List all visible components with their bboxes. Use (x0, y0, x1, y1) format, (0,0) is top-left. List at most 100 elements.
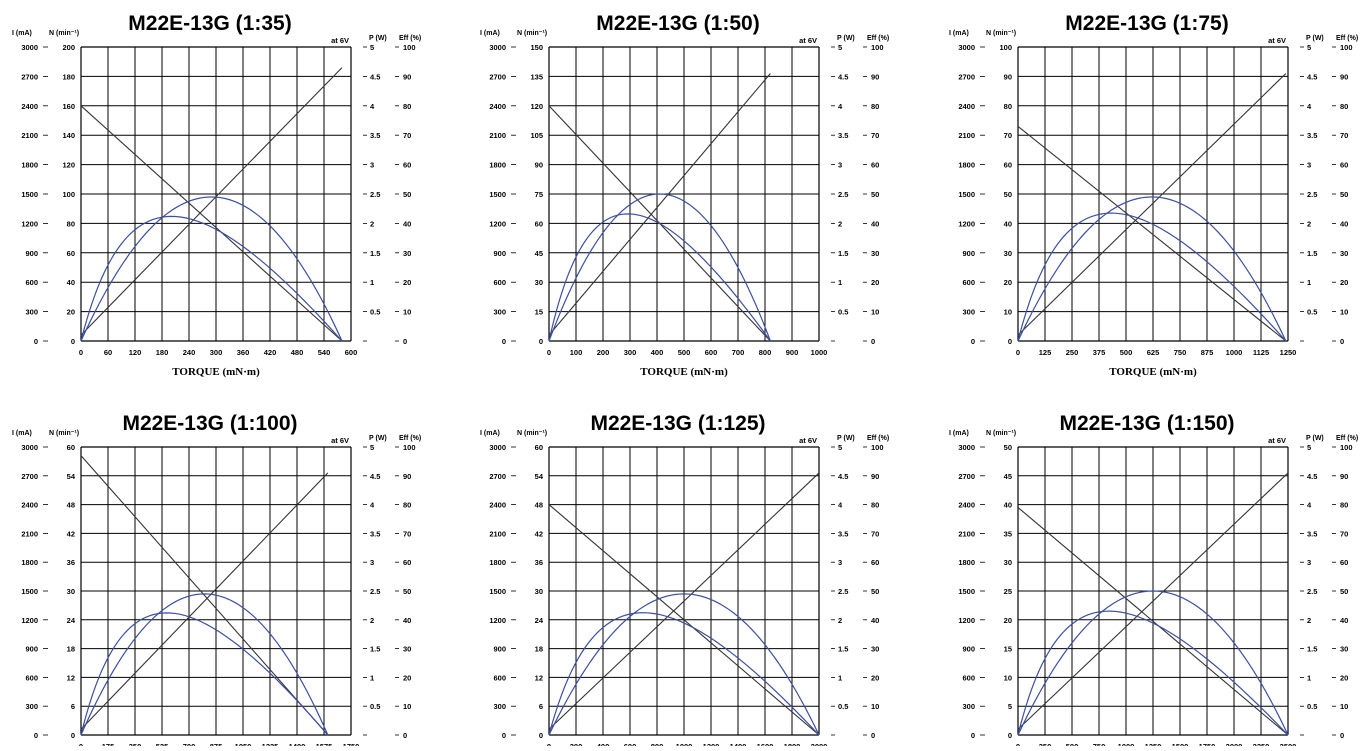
power-tick-label: 2 (370, 616, 374, 625)
speed-tick-label: 30 (1004, 558, 1012, 567)
speed-curve (1017, 507, 1289, 736)
current-tick-label: 1500 (21, 587, 38, 596)
current-tick-label: 2100 (21, 131, 38, 140)
power-tick-label: 4 (1307, 501, 1312, 510)
current-tick-label: 300 (962, 308, 975, 317)
power-tick-label: 1.5 (1307, 249, 1317, 258)
power-tick-label: 4 (370, 501, 375, 510)
power-tick-label: 4 (370, 102, 375, 111)
torque-tick-label: 875 (1201, 348, 1214, 357)
efficiency-tick-label: 10 (871, 702, 879, 711)
efficiency-tick-label: 0 (403, 337, 407, 346)
speed-tick-label: 40 (67, 278, 75, 287)
speed-tick-label: 150 (530, 43, 543, 52)
current-tick-label: 2700 (958, 472, 975, 481)
current-tick-label: 2700 (958, 72, 975, 81)
power-tick-label: 4.5 (1307, 72, 1317, 81)
power-tick-label: 1 (838, 673, 842, 682)
efficiency-curve (548, 213, 771, 342)
speed-tick-label: 45 (1004, 472, 1012, 481)
torque-tick-label: 500 (678, 348, 691, 357)
efficiency-tick-label: 50 (403, 190, 411, 199)
torque-tick-label: 0 (1016, 742, 1020, 746)
power-tick-label: 5 (370, 443, 374, 452)
efficiency-tick-label: 60 (403, 161, 411, 170)
grid (80, 46, 352, 342)
current-tick-label: 600 (493, 278, 506, 287)
torque-tick-label: 300 (624, 348, 637, 357)
speed-axis-header: N (min⁻¹) (517, 30, 547, 37)
speed-tick-label: 120 (62, 161, 75, 170)
torque-tick-label: 0 (79, 742, 83, 746)
power-tick-label: 3.5 (838, 131, 848, 140)
power-tick-label: 2 (838, 616, 842, 625)
speed-tick-label: 45 (535, 249, 543, 258)
current-tick-label: 600 (493, 673, 506, 682)
efficiency-tick-label: 100 (403, 43, 416, 52)
power-tick-label: 5 (1307, 43, 1311, 52)
speed-tick-label: 30 (535, 587, 543, 596)
current-tick-label: 600 (962, 278, 975, 287)
power-tick-label: 5 (1307, 443, 1311, 452)
current-tick-label: 1200 (958, 616, 975, 625)
efficiency-tick-label: 60 (871, 558, 879, 567)
voltage-note: at 6V (331, 436, 349, 445)
current-tick-label: 1800 (489, 558, 506, 567)
efficiency-tick-label: 80 (871, 102, 879, 111)
speed-tick-label: 36 (67, 558, 75, 567)
current-tick-label: 3000 (21, 43, 38, 52)
torque-tick-label: 1800 (784, 742, 801, 746)
current-tick-label: 600 (25, 278, 38, 287)
power-tick-label: 4.5 (838, 472, 848, 481)
efficiency-tick-label: 50 (403, 587, 411, 596)
chart-title: M22E-13G (1:100) (122, 412, 297, 435)
current-tick-label: 1200 (489, 616, 506, 625)
current-tick-label: 3000 (21, 443, 38, 452)
power-tick-label: 3 (838, 161, 842, 170)
efficiency-curve (548, 612, 820, 736)
current-tick-label: 600 (962, 673, 975, 682)
torque-tick-label: 800 (759, 348, 772, 357)
torque-tick-label: 2500 (1280, 742, 1297, 746)
efficiency-tick-label: 60 (1340, 161, 1348, 170)
speed-tick-label: 6 (71, 702, 75, 711)
efficiency-tick-label: 10 (1340, 702, 1348, 711)
efficiency-tick-label: 30 (1340, 249, 1348, 258)
torque-tick-label: 0 (547, 348, 551, 357)
efficiency-tick-label: 30 (871, 249, 879, 258)
speed-tick-label: 18 (535, 645, 543, 654)
grid (80, 446, 352, 736)
current-tick-label: 1800 (958, 161, 975, 170)
current-tick-label: 2100 (21, 529, 38, 538)
efficiency-tick-label: 70 (1340, 529, 1348, 538)
torque-tick-label: 175 (102, 742, 115, 746)
speed-tick-label: 60 (1004, 161, 1012, 170)
power-tick-label: 3 (370, 558, 374, 567)
speed-tick-label: 10 (1004, 673, 1012, 682)
speed-tick-label: 80 (1004, 102, 1012, 111)
power-tick-label: 1 (1307, 673, 1311, 682)
efficiency-tick-label: 100 (871, 43, 884, 52)
torque-tick-label: 875 (210, 742, 223, 746)
torque-tick-label: 240 (183, 348, 196, 357)
x-axis-label: TORQUE (mN·m) (172, 366, 260, 378)
torque-tick-label: 1000 (676, 742, 693, 746)
speed-axis-header: N (min⁻¹) (517, 430, 547, 437)
speed-tick-label: 0 (1008, 337, 1012, 346)
efficiency-tick-label: 40 (1340, 219, 1348, 228)
efficiency-tick-label: 90 (1340, 472, 1348, 481)
speed-axis-header: N (min⁻¹) (49, 30, 79, 37)
speed-tick-label: 54 (535, 472, 544, 481)
current-tick-label: 0 (971, 731, 975, 740)
power-axis-header: P (W) (1306, 35, 1324, 42)
speed-tick-label: 0 (539, 337, 543, 346)
torque-tick-label: 1750 (1199, 742, 1216, 746)
power-axis-header: P (W) (837, 35, 855, 42)
torque-tick-label: 625 (1147, 348, 1160, 357)
power-tick-label: 4.5 (370, 72, 380, 81)
speed-tick-label: 20 (1004, 616, 1012, 625)
efficiency-curve (80, 215, 343, 342)
current-tick-label: 2100 (489, 131, 506, 140)
efficiency-tick-label: 80 (871, 501, 879, 510)
